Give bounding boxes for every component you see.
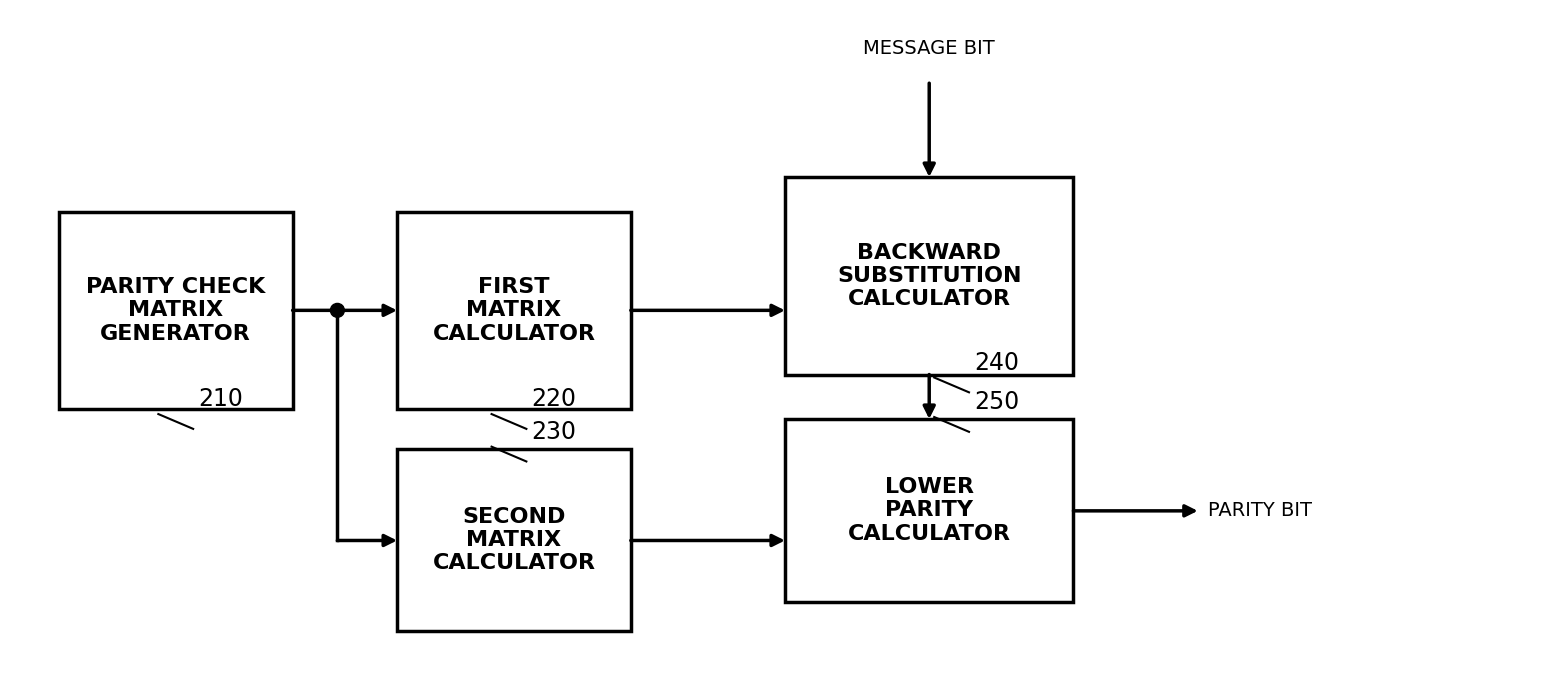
Text: 240: 240 xyxy=(974,351,1019,374)
Bar xyxy=(60,212,293,409)
Text: FIRST
MATRIX
CALCULATOR: FIRST MATRIX CALCULATOR xyxy=(432,277,595,343)
Text: SECOND
MATRIX
CALCULATOR: SECOND MATRIX CALCULATOR xyxy=(432,507,595,573)
Text: 210: 210 xyxy=(199,387,243,411)
Text: BACKWARD
SUBSTITUTION
CALCULATOR: BACKWARD SUBSTITUTION CALCULATOR xyxy=(836,242,1021,309)
Bar xyxy=(398,212,631,409)
Text: MESSAGE BIT: MESSAGE BIT xyxy=(863,39,994,58)
Text: LOWER
PARITY
CALCULATOR: LOWER PARITY CALCULATOR xyxy=(847,477,1010,544)
Text: 220: 220 xyxy=(531,387,576,411)
Bar xyxy=(398,449,631,632)
Text: 230: 230 xyxy=(531,420,576,443)
Text: 250: 250 xyxy=(974,390,1019,414)
Bar xyxy=(785,419,1073,602)
Circle shape xyxy=(330,303,345,318)
Bar xyxy=(785,177,1073,374)
Text: PARITY BIT: PARITY BIT xyxy=(1207,502,1312,521)
Text: PARITY CHECK
MATRIX
GENERATOR: PARITY CHECK MATRIX GENERATOR xyxy=(86,277,265,343)
